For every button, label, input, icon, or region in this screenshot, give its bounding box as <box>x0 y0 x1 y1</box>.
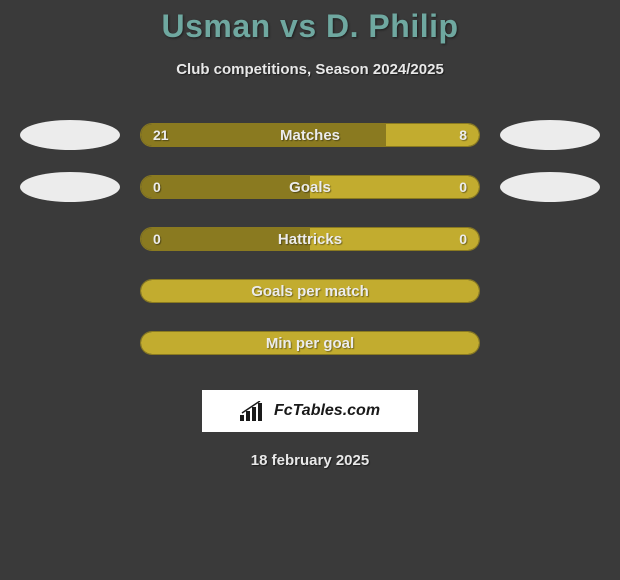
brand-box: FcTables.com <box>202 390 418 432</box>
stat-bar: 00Hattricks <box>140 227 480 251</box>
player-left-name: Usman <box>161 8 270 44</box>
stat-label: Goals per match <box>141 280 479 302</box>
badge-placeholder <box>500 276 600 306</box>
badge-placeholder <box>500 224 600 254</box>
badge-placeholder <box>20 328 120 358</box>
stat-row: Min per goal <box>20 328 600 358</box>
stat-row: 218Matches <box>20 120 600 150</box>
stat-bar: 218Matches <box>140 123 480 147</box>
stats-list: 218Matches 00Goals 00Hattricks Goals per ma… <box>20 120 600 380</box>
player-right-badge <box>500 120 600 150</box>
stat-label: Hattricks <box>141 228 479 250</box>
player-left-badge <box>20 172 120 202</box>
stat-bar: 00Goals <box>140 175 480 199</box>
stat-bar: Goals per match <box>140 279 480 303</box>
badge-placeholder <box>500 328 600 358</box>
comparison-container: Usman vs D. Philip Club competitions, Se… <box>0 0 620 469</box>
brand-text: FcTables.com <box>274 402 380 420</box>
stat-bar: Min per goal <box>140 331 480 355</box>
stat-label: Goals <box>141 176 479 198</box>
player-left-badge <box>20 120 120 150</box>
player-right-badge <box>500 172 600 202</box>
stat-row: Goals per match <box>20 276 600 306</box>
player-right-name: D. Philip <box>326 8 459 44</box>
date-text: 18 february 2025 <box>251 452 369 469</box>
stat-row: 00Goals <box>20 172 600 202</box>
badge-placeholder <box>20 276 120 306</box>
stat-row: 00Hattricks <box>20 224 600 254</box>
brand-chart-icon <box>240 401 268 421</box>
stat-label: Matches <box>141 124 479 146</box>
stat-label: Min per goal <box>141 332 479 354</box>
subtitle: Club competitions, Season 2024/2025 <box>176 61 444 78</box>
vs-text: vs <box>280 8 317 44</box>
badge-placeholder <box>20 224 120 254</box>
page-title: Usman vs D. Philip <box>161 8 458 45</box>
